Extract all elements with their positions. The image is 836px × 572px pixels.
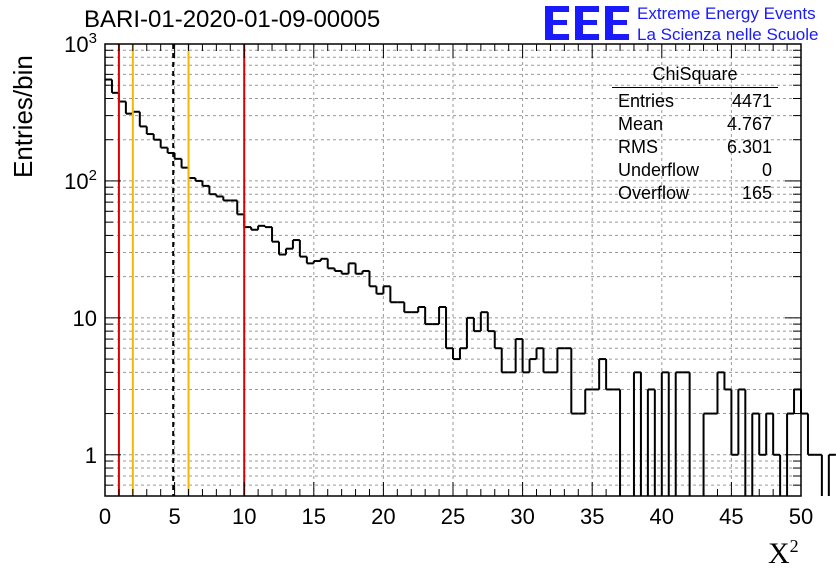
x-tick-label: 10 bbox=[232, 504, 256, 529]
x-tick-label: 0 bbox=[99, 504, 111, 529]
stats-value: 165 bbox=[741, 183, 772, 203]
stats-label: Entries bbox=[618, 91, 675, 111]
brand-line-1: Extreme Energy Events bbox=[637, 4, 816, 23]
y-tick-label: 102 bbox=[64, 167, 97, 194]
stats-label: RMS bbox=[618, 137, 658, 157]
stats-label: Overflow bbox=[618, 183, 690, 203]
stats-row-rms: RMS 6.301 bbox=[612, 136, 780, 159]
histogram-series bbox=[105, 78, 836, 496]
stats-value: 4471 bbox=[731, 91, 772, 111]
stats-header: ChiSquare bbox=[612, 64, 778, 88]
brand-line-2: La Scienza nelle Scuole bbox=[637, 25, 819, 44]
x-axis-label-exp: 2 bbox=[789, 536, 799, 556]
x-tick-label: 45 bbox=[719, 504, 743, 529]
x-axis-label: X2 bbox=[768, 536, 799, 571]
stats-row-mean: Mean 4.767 bbox=[612, 113, 780, 136]
grid-lines bbox=[105, 44, 801, 496]
marker-lines bbox=[117, 44, 246, 496]
stats-value: 6.301 bbox=[726, 137, 772, 157]
x-tick-label: 35 bbox=[580, 504, 604, 529]
stats-label: Mean bbox=[618, 114, 664, 134]
stats-value: 0 bbox=[761, 160, 772, 180]
eee-logo-icon bbox=[545, 6, 629, 40]
stats-box: ChiSquare Entries 4471 Mean 4.767 RMS 6.301… bbox=[612, 64, 780, 205]
y-tick-label: 10 bbox=[73, 306, 97, 331]
x-tick-label: 25 bbox=[441, 504, 465, 529]
y-axis-ticks: 1 10 102 103 bbox=[64, 30, 801, 497]
x-tick-label: 15 bbox=[302, 504, 326, 529]
chart-title: BARI-01-2020-01-09-00005 bbox=[84, 6, 381, 33]
y-tick-label: 103 bbox=[64, 30, 97, 57]
x-axis-label-base: X bbox=[768, 537, 790, 570]
brand-text: Extreme Energy Events La Scienza nelle S… bbox=[637, 3, 818, 45]
x-tick-label: 30 bbox=[510, 504, 534, 529]
stats-value: 4.767 bbox=[726, 114, 772, 134]
y-tick-label: 1 bbox=[85, 443, 97, 468]
x-tick-label: 40 bbox=[650, 504, 674, 529]
x-tick-label: 50 bbox=[789, 504, 813, 529]
stats-row-entries: Entries 4471 bbox=[612, 90, 780, 113]
x-tick-label: 20 bbox=[371, 504, 395, 529]
stats-label: Underflow bbox=[618, 160, 700, 180]
x-axis-ticks: 0 5 10 15 20 25 30 35 40 45 50 bbox=[99, 44, 813, 529]
y-axis-label: Entries/bin bbox=[8, 55, 38, 178]
stats-row-underflow: Underflow 0 bbox=[612, 159, 780, 182]
x-tick-label: 5 bbox=[168, 504, 180, 529]
stats-row-overflow: Overflow 165 bbox=[612, 182, 780, 205]
